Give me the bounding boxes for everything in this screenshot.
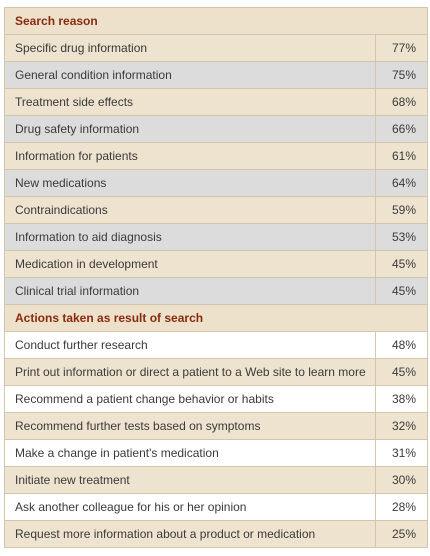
row-label: Recommend further tests based on symptom…: [4, 412, 376, 440]
row-value: 53%: [375, 223, 428, 251]
section-header-actions-taken: Actions taken as result of search: [4, 304, 428, 332]
row-label: Information for patients: [4, 142, 376, 170]
table-row: Information to aid diagnosis 53%: [4, 223, 428, 251]
row-value: 61%: [375, 142, 428, 170]
row-label: Medication in development: [4, 250, 376, 278]
row-value: 45%: [375, 277, 428, 305]
row-label: Ask another colleague for his or her opi…: [4, 493, 376, 521]
row-value: 64%: [375, 169, 428, 197]
table-row: Drug safety information 66%: [4, 115, 428, 143]
row-label: Conduct further research: [4, 331, 376, 359]
table-row: Print out information or direct a patien…: [4, 358, 428, 386]
row-value: 77%: [375, 34, 428, 62]
row-label: New medications: [4, 169, 376, 197]
row-value: 28%: [375, 493, 428, 521]
survey-table: Search reason Specific drug information …: [4, 7, 428, 548]
table-row: Recommend a patient change behavior or h…: [4, 385, 428, 413]
row-label: Information to aid diagnosis: [4, 223, 376, 251]
table-row: Make a change in patient's medication 31…: [4, 439, 428, 467]
row-value: 32%: [375, 412, 428, 440]
row-value: 48%: [375, 331, 428, 359]
table-row: Conduct further research 48%: [4, 331, 428, 359]
row-value: 31%: [375, 439, 428, 467]
row-value: 45%: [375, 250, 428, 278]
row-label: Request more information about a product…: [4, 520, 376, 548]
row-label: Drug safety information: [4, 115, 376, 143]
row-label: Clinical trial information: [4, 277, 376, 305]
table-row: Contraindications 59%: [4, 196, 428, 224]
row-value: 30%: [375, 466, 428, 494]
table-row: General condition information 75%: [4, 61, 428, 89]
row-label: Treatment side effects: [4, 88, 376, 116]
table-row: Treatment side effects 68%: [4, 88, 428, 116]
survey-table-container: Search reason Specific drug information …: [4, 7, 428, 548]
section-heading: Actions taken as result of search: [4, 304, 428, 332]
table-row: Ask another colleague for his or her opi…: [4, 493, 428, 521]
row-value: 75%: [375, 61, 428, 89]
row-label: General condition information: [4, 61, 376, 89]
table-row: Request more information about a product…: [4, 520, 428, 548]
table-row: Recommend further tests based on symptom…: [4, 412, 428, 440]
row-value: 59%: [375, 196, 428, 224]
table-row: Medication in development 45%: [4, 250, 428, 278]
table-row: Specific drug information 77%: [4, 34, 428, 62]
section-header-search-reason: Search reason: [4, 7, 428, 35]
table-row: Initiate new treatment 30%: [4, 466, 428, 494]
row-label: Specific drug information: [4, 34, 376, 62]
row-value: 45%: [375, 358, 428, 386]
table-row: Clinical trial information 45%: [4, 277, 428, 305]
row-label: Contraindications: [4, 196, 376, 224]
row-label: Initiate new treatment: [4, 466, 376, 494]
row-value: 38%: [375, 385, 428, 413]
table-row: Information for patients 61%: [4, 142, 428, 170]
row-label: Make a change in patient's medication: [4, 439, 376, 467]
row-label: Print out information or direct a patien…: [4, 358, 376, 386]
row-value: 68%: [375, 88, 428, 116]
row-value: 25%: [375, 520, 428, 548]
row-label: Recommend a patient change behavior or h…: [4, 385, 376, 413]
section-heading: Search reason: [4, 7, 428, 35]
table-row: New medications 64%: [4, 169, 428, 197]
row-value: 66%: [375, 115, 428, 143]
